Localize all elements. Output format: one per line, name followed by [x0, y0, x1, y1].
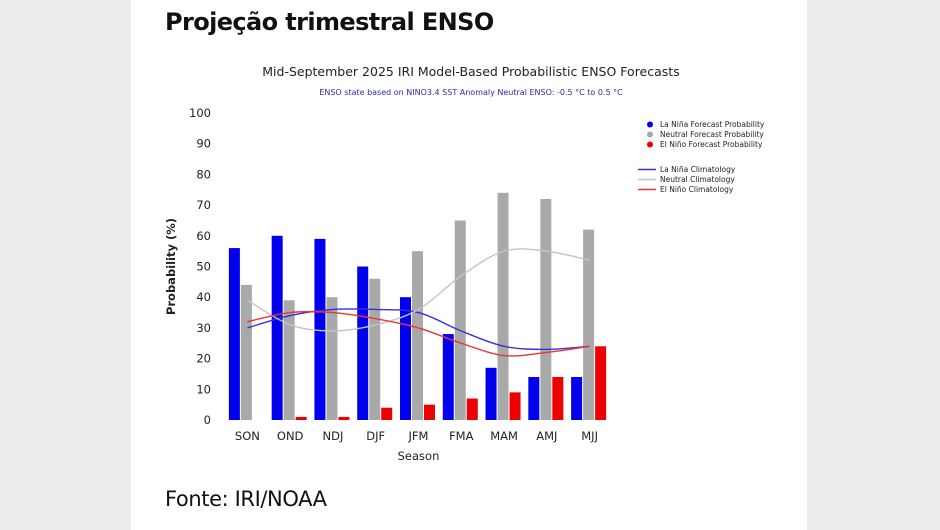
x-tick-label: MJJ	[581, 429, 598, 443]
legend-label: El Niño Climatology	[660, 185, 734, 194]
article-card: Projeção trimestral ENSO Mid-September 2…	[131, 0, 807, 530]
la-nina-bar	[357, 266, 369, 420]
y-tick-label: 60	[196, 229, 211, 243]
x-tick-label: FMA	[449, 429, 474, 443]
legend-label: El Niño Forecast Probability	[660, 140, 763, 149]
x-axis-label: Season	[398, 449, 440, 463]
legend-marker	[647, 121, 653, 128]
el-nino-bar	[509, 392, 521, 420]
neutral-bar	[583, 229, 595, 420]
y-tick-label: 70	[196, 198, 211, 212]
neutral-bar	[283, 300, 295, 420]
el-nino-bar	[424, 404, 435, 420]
legend-label: Neutral Climatology	[660, 175, 735, 184]
la-nina-bar	[400, 297, 411, 420]
la-nina-bar	[571, 377, 583, 420]
legend-marker	[647, 141, 653, 148]
enso-forecast-chart: Mid-September 2025 IRI Model-Based Proba…	[164, 64, 765, 463]
x-tick-label: AMJ	[536, 429, 557, 443]
la-nina-bar	[228, 248, 240, 420]
page-heading: Projeção trimestral ENSO	[165, 8, 494, 36]
el-nino-bar	[595, 346, 607, 420]
y-tick-label: 20	[196, 352, 211, 366]
x-tick-label: OND	[277, 429, 304, 443]
neutral-bar	[412, 251, 423, 420]
la-nina-bar	[528, 377, 540, 420]
neutral-bar	[497, 192, 509, 420]
climatology-lines	[247, 248, 590, 357]
x-tick-label: NDJ	[323, 429, 344, 443]
y-axis: 0 10 20 30 40 50 60 70 80 90 100	[189, 106, 211, 427]
el-nino-bar	[381, 407, 393, 420]
neutral-climatology-line	[247, 248, 590, 332]
y-axis-label: Probability (%)	[164, 218, 178, 315]
y-tick-label: 80	[196, 167, 211, 181]
y-tick-label: 10	[196, 382, 211, 396]
legend-marker	[647, 131, 653, 138]
neutral-bar	[369, 278, 381, 420]
la-nina-climatology-line	[247, 308, 590, 351]
bars	[228, 192, 607, 420]
x-tick-label: JFM	[408, 429, 429, 443]
chart-subtitle: ENSO state based on NINO3.4 SST Anomaly …	[319, 88, 623, 97]
x-tick-label: SON	[235, 429, 260, 443]
neutral-bar	[540, 198, 552, 420]
la-nina-bar	[485, 367, 497, 420]
legend-label: Neutral Forecast Probability	[660, 130, 764, 139]
x-axis: SON OND NDJ DJF JFM FMA MAM AMJ MJJ	[235, 429, 598, 443]
neutral-bar	[454, 220, 466, 420]
el-nino-bar	[552, 377, 564, 420]
el-nino-bar	[466, 398, 478, 420]
la-nina-bar	[442, 334, 454, 420]
y-tick-label: 90	[196, 137, 211, 151]
x-tick-label: DJF	[366, 429, 385, 443]
legend-label: La Niña Forecast Probability	[660, 120, 765, 129]
y-tick-label: 50	[196, 260, 211, 274]
y-tick-label: 30	[196, 321, 211, 335]
neutral-bar	[326, 297, 338, 420]
el-nino-climatology-line	[247, 310, 590, 357]
el-nino-bar	[295, 416, 307, 420]
y-tick-label: 0	[204, 413, 211, 427]
la-nina-bar	[314, 238, 326, 420]
la-nina-bar	[271, 235, 283, 420]
chart-title: Mid-September 2025 IRI Model-Based Proba…	[262, 64, 679, 79]
y-tick-label: 40	[196, 290, 211, 304]
y-tick-label: 100	[189, 106, 211, 120]
el-nino-bar	[338, 416, 350, 420]
legend-label: La Niña Climatology	[660, 165, 736, 174]
source-credit: Fonte: IRI/NOAA	[165, 487, 327, 511]
x-tick-label: MAM	[490, 429, 518, 443]
neutral-bar	[240, 284, 252, 420]
